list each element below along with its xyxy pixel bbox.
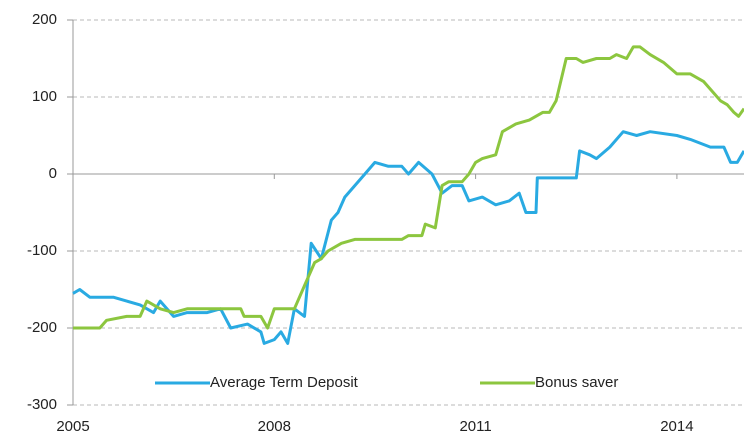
- y-tick-label: -300: [27, 396, 57, 413]
- y-tick-label: -200: [27, 319, 57, 336]
- y-tick-label: 200: [32, 11, 57, 28]
- legend-label: Bonus saver: [535, 374, 618, 391]
- y-tick-label: 0: [49, 165, 57, 182]
- x-tick-label: 2005: [56, 418, 89, 435]
- x-tick-label: 2014: [660, 418, 693, 435]
- legend-label: Average Term Deposit: [210, 374, 359, 391]
- series-line: [73, 45, 744, 330]
- x-tick-label: 2011: [459, 418, 491, 435]
- y-tick-label: -100: [27, 242, 57, 259]
- y-tick-label: 100: [32, 88, 57, 105]
- series-line: [72, 130, 744, 345]
- x-tick-label: 2008: [258, 418, 291, 435]
